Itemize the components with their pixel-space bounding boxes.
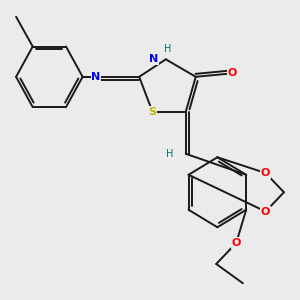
Text: O: O [232,238,241,248]
Text: H: H [166,149,173,159]
Text: N: N [91,72,101,82]
Text: O: O [261,206,270,217]
Text: N: N [149,54,158,64]
Text: O: O [228,68,237,78]
Text: H: H [164,44,171,54]
Text: O: O [261,168,270,178]
Text: S: S [148,107,157,117]
